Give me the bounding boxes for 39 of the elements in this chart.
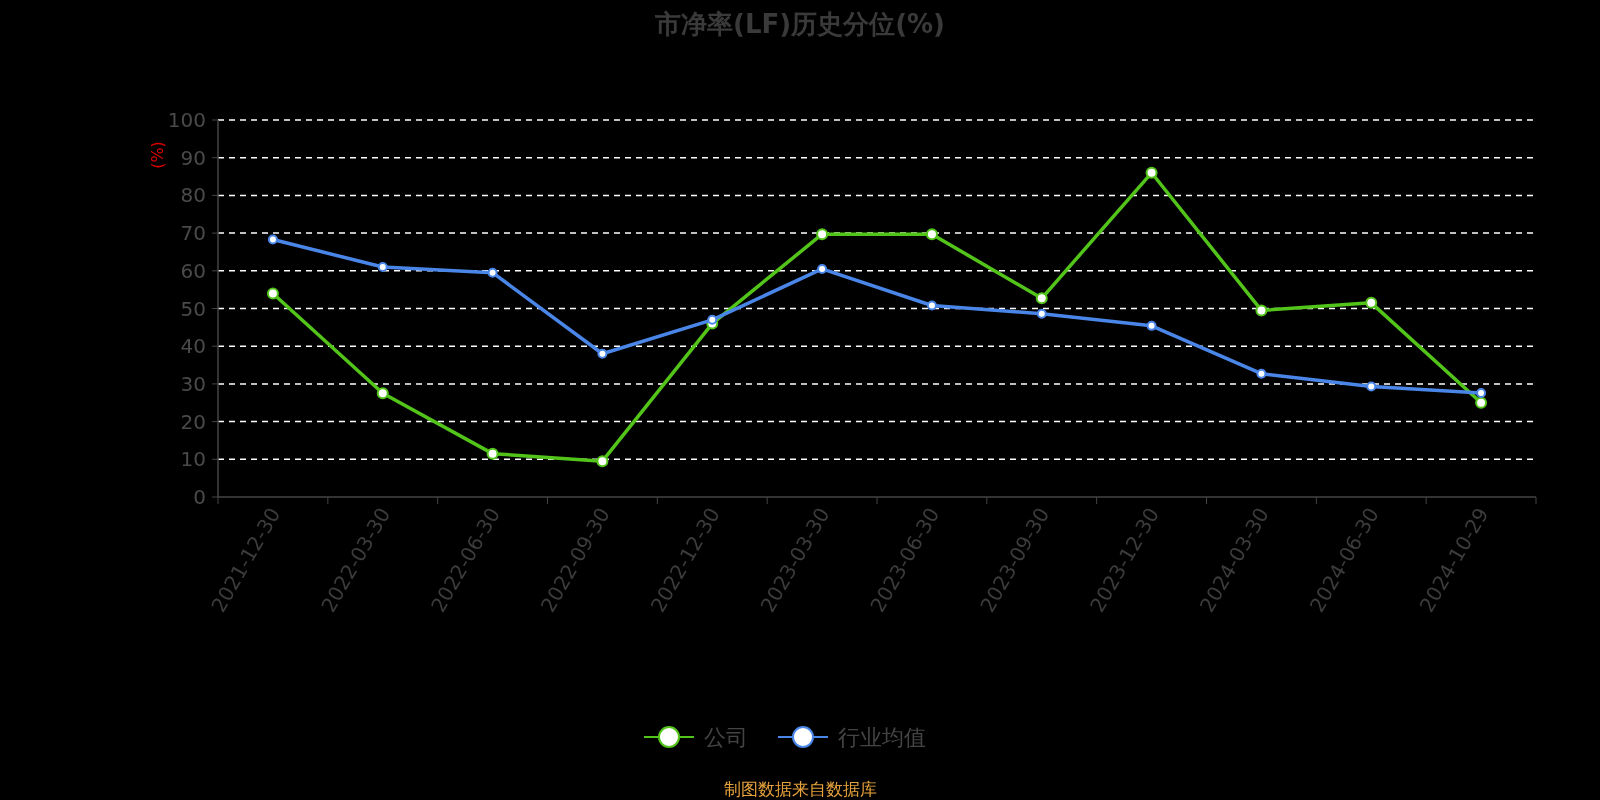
point bbox=[1036, 308, 1047, 319]
y-tick-label: 100 bbox=[167, 108, 206, 132]
y-tick-label: 60 bbox=[180, 258, 206, 283]
y-tick-label: 70 bbox=[180, 221, 206, 246]
point bbox=[1146, 320, 1157, 331]
y-tick-label: 20 bbox=[180, 409, 206, 434]
point bbox=[377, 262, 388, 273]
legend-label: 公司 bbox=[704, 725, 748, 750]
point bbox=[376, 387, 389, 400]
point bbox=[1366, 381, 1377, 392]
point bbox=[1256, 368, 1267, 379]
point bbox=[267, 234, 278, 245]
y-tick-label: 40 bbox=[180, 334, 206, 359]
y-tick-label: 90 bbox=[180, 145, 206, 170]
point bbox=[925, 228, 938, 241]
y-tick-label: 30 bbox=[180, 371, 206, 396]
y-tick-label: 10 bbox=[180, 447, 206, 472]
point bbox=[1365, 296, 1378, 309]
point bbox=[707, 314, 718, 325]
point bbox=[1476, 387, 1487, 398]
point bbox=[597, 348, 608, 359]
y-axis-title: (%) bbox=[148, 141, 167, 169]
y-tick-label: 0 bbox=[193, 485, 206, 509]
y-tick-label: 50 bbox=[180, 296, 206, 321]
point bbox=[1035, 292, 1048, 305]
legend-label: 行业均值 bbox=[838, 725, 926, 750]
text: 制图数据来自数据库 bbox=[723, 779, 877, 799]
point bbox=[926, 300, 937, 311]
title: 市净率(LF)历史分位(%) bbox=[655, 9, 945, 39]
point bbox=[816, 228, 829, 241]
point bbox=[1145, 166, 1158, 179]
point bbox=[1475, 396, 1488, 409]
point bbox=[1255, 304, 1268, 317]
point bbox=[487, 267, 498, 278]
y-tick-label: 80 bbox=[180, 183, 206, 208]
point bbox=[266, 287, 279, 300]
point bbox=[596, 455, 609, 468]
point bbox=[817, 263, 828, 274]
point bbox=[486, 447, 499, 460]
